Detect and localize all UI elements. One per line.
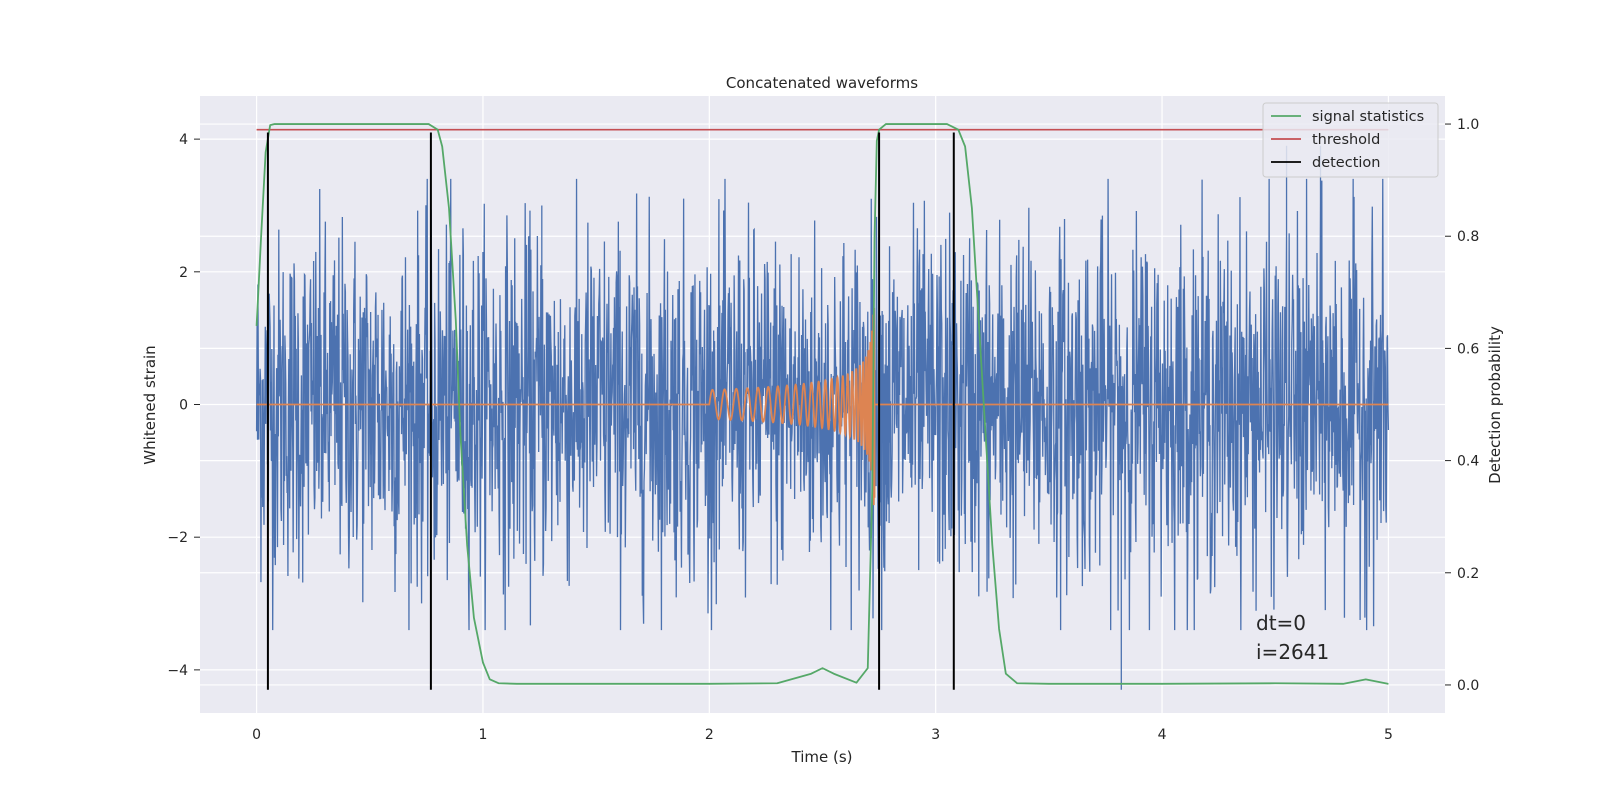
legend-label-threshold: threshold xyxy=(1312,132,1380,148)
x-tick-label: 4 xyxy=(1158,727,1167,743)
template-waveform-line xyxy=(256,307,1389,506)
annotation-i: i=2641 xyxy=(1256,640,1329,664)
x-tick-label: 0 xyxy=(252,727,261,743)
legend-box xyxy=(1262,102,1439,178)
y2-tick-label: 0.2 xyxy=(1457,566,1479,582)
y-tick-label: 0 xyxy=(179,398,188,414)
legend: signal statistics threshold detection xyxy=(1262,102,1439,178)
y-tick-label: −2 xyxy=(167,530,188,546)
x-axis-label: Time (s) xyxy=(791,748,853,766)
annotation-dt: dt=0 xyxy=(1256,611,1306,635)
legend-label-signal-statistics: signal statistics xyxy=(1312,109,1424,125)
signal-statistics-line xyxy=(255,123,1389,685)
axis-ticks: 0 1 2 3 4 5 −4 −2 0 2 4 0.0 0.2 0.4 0.6 0.8 1.0 xyxy=(167,117,1479,743)
plot-layer xyxy=(255,123,1390,690)
y2-axis-label: Detection probability xyxy=(1486,326,1504,484)
y-tick-label: 2 xyxy=(179,265,188,281)
y-tick-label: −4 xyxy=(167,663,188,679)
chart-title: Concatenated waveforms xyxy=(726,74,918,92)
x-tick-label: 1 xyxy=(478,727,487,743)
x-tick-label: 2 xyxy=(705,727,714,743)
y2-tick-label: 0.8 xyxy=(1457,229,1479,245)
y2-tick-label: 0.0 xyxy=(1457,678,1479,694)
y-axis-label: Whitened strain xyxy=(141,345,159,464)
y2-tick-label: 1.0 xyxy=(1457,117,1479,133)
legend-label-detection: detection xyxy=(1312,155,1380,171)
x-tick-label: 3 xyxy=(931,727,940,743)
y2-tick-label: 0.4 xyxy=(1457,454,1479,470)
x-tick-label: 5 xyxy=(1384,727,1393,743)
y2-tick-label: 0.6 xyxy=(1457,341,1479,357)
y-tick-label: 4 xyxy=(179,132,188,148)
